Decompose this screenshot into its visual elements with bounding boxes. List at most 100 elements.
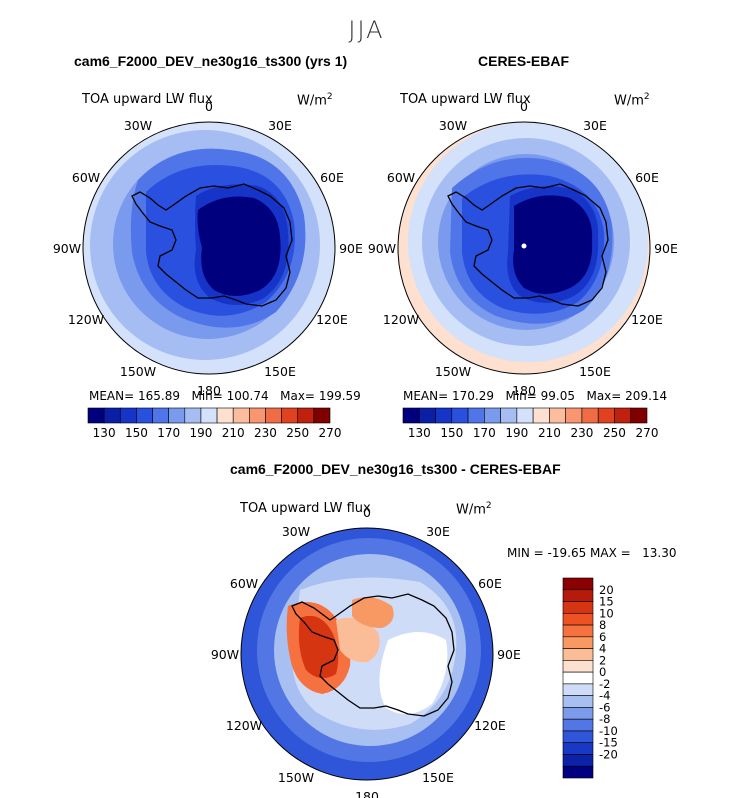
- lon-label: 120W: [68, 312, 104, 327]
- lon-label: 90W: [211, 647, 239, 662]
- colorbar-swatch: [313, 407, 331, 424]
- colorbar-swatch: [549, 407, 566, 424]
- colorbar-tick-label: 20: [599, 583, 614, 597]
- colorbar-swatch: [467, 407, 485, 424]
- panel-2-title: CERES-EBAF: [478, 53, 570, 69]
- colorbar-map-2: 130 150 170 190 210 230 250 270: [402, 407, 658, 440]
- colorbar-swatch: [249, 407, 266, 424]
- map-3: [240, 527, 494, 781]
- colorbar-tick-label: 0: [599, 665, 606, 679]
- colorbar-tick-label: 130: [408, 426, 431, 440]
- colorbar-tick-label: 170: [157, 426, 180, 440]
- lon-label: 60E: [320, 170, 344, 185]
- colorbar-swatch: [484, 407, 501, 424]
- colorbar-swatch: [184, 407, 202, 424]
- lon-label: 150E: [264, 364, 296, 379]
- colorbar-swatch: [435, 407, 453, 424]
- colorbar-swatch: [168, 407, 186, 424]
- lon-label: 120E: [631, 312, 663, 327]
- colorbar-tick-label: -8: [599, 712, 610, 726]
- colorbar-swatch: [562, 718, 594, 732]
- panel-3-minmax: MIN = -19.65 MAX = 13.30: [507, 546, 677, 560]
- colorbar-swatch: [562, 589, 594, 602]
- colorbar-tick-label: 270: [319, 426, 342, 440]
- lon-label: 120W: [226, 718, 262, 733]
- lon-labels-map-3: 0 30E 60E 90E 120E 150E 180 150W 120W 90W 60W 30W: [211, 505, 521, 798]
- lon-label: 90E: [497, 647, 521, 662]
- colorbar-swatch: [152, 407, 169, 424]
- colorbar-swatch: [136, 407, 153, 424]
- panel-1-title: cam6_F2000_DEV_ne30g16_ts300 (yrs 1): [74, 53, 348, 69]
- coastline-antarctica: [131, 183, 293, 307]
- lon-label: 150W: [435, 364, 471, 379]
- colorbar-tick-label: -4: [599, 689, 610, 703]
- lon-label: 30E: [583, 118, 607, 133]
- colorbar-tick-label: -10: [599, 724, 618, 738]
- colorbar-swatch: [297, 407, 315, 424]
- panel-1-variable: TOA upward LW flux: [82, 92, 213, 107]
- colorbar-tick-label: 8: [599, 618, 606, 632]
- lon-label: 30W: [439, 118, 467, 133]
- colorbar-tick-label: 150: [440, 426, 463, 440]
- panel-3-title: cam6_F2000_DEV_ne30g16_ts300 - CERES-EBA…: [230, 461, 561, 477]
- colorbar-tick-label: 170: [473, 426, 496, 440]
- colorbar-tick-label: 230: [254, 426, 277, 440]
- colorbar-swatch: [562, 577, 594, 591]
- colorbar-swatch: [562, 671, 594, 685]
- map-2: [397, 121, 651, 375]
- colorbar-tick-label: 4: [599, 642, 606, 656]
- lon-label: 90W: [368, 241, 396, 256]
- lon-label: 30W: [282, 524, 310, 539]
- lon-label: 0: [205, 99, 213, 114]
- map-1: [82, 121, 336, 375]
- lon-label: 60W: [72, 170, 100, 185]
- colorbar-swatch: [532, 407, 550, 424]
- panel-1-units: W/m2: [297, 92, 333, 109]
- colorbar-swatch: [200, 407, 218, 424]
- lon-label: 150W: [120, 364, 156, 379]
- lon-label: 60W: [387, 170, 415, 185]
- colorbar-swatch: [562, 742, 594, 755]
- colorbar-tick-label: 10: [599, 606, 614, 620]
- lon-label: 150W: [278, 770, 314, 785]
- panel-2-units: W/m2: [614, 92, 650, 109]
- lon-label: 0: [520, 99, 528, 114]
- lon-labels-map-1: 0 30E 60E 90E 120E 150E 180 150W 120W 90W 60W 30W: [53, 99, 363, 398]
- colorbar-tick-label: 250: [286, 426, 309, 440]
- colorbar-swatch: [581, 407, 599, 424]
- panel-1-stats: MEAN= 165.89 Min= 100.74 Max= 199.59: [89, 389, 361, 403]
- colorbar-swatch: [562, 730, 594, 744]
- colorbar-swatch: [630, 407, 648, 424]
- colorbar-swatch: [103, 407, 121, 424]
- colorbar-tick-label: 6: [599, 630, 606, 644]
- colorbar-tick-label: 2: [599, 653, 606, 667]
- colorbar-map-1: 130 150 170 190 210 230 250 270: [87, 407, 342, 440]
- colorbar-swatch: [516, 407, 534, 424]
- colorbar-tick-label: 15: [599, 595, 614, 609]
- colorbar-tick-label: -2: [599, 677, 610, 691]
- colorbar-swatch: [265, 407, 282, 424]
- colorbar-tick-label: -15: [599, 736, 618, 750]
- colorbar-tick-label: 250: [603, 426, 626, 440]
- colorbar-swatch: [87, 407, 105, 424]
- colorbar-swatch: [562, 601, 594, 614]
- lon-label: 150E: [579, 364, 611, 379]
- colorbar-swatch: [597, 407, 615, 424]
- lon-label: 180: [197, 383, 221, 398]
- lon-labels-map-2: 0 30E 60E 90E 120E 150E 180 150W 120W 90W 60W 30W: [368, 99, 678, 398]
- lon-label: 90E: [654, 241, 678, 256]
- colorbar-swatch: [562, 648, 594, 661]
- season-title: JJA: [348, 16, 385, 44]
- lon-label: 120E: [316, 312, 348, 327]
- colorbar-swatch: [562, 660, 594, 673]
- lon-label: 90E: [339, 241, 363, 256]
- colorbar-swatch: [562, 624, 594, 638]
- colorbar-tick-label: -6: [599, 700, 610, 714]
- lon-label: 0: [363, 505, 371, 520]
- colorbar-swatch: [562, 636, 594, 649]
- panel-3-variable: TOA upward LW flux: [240, 501, 371, 516]
- colorbar-swatch: [232, 407, 250, 424]
- lon-label: 180: [355, 789, 379, 798]
- colorbar-tick-label: -20: [599, 747, 618, 761]
